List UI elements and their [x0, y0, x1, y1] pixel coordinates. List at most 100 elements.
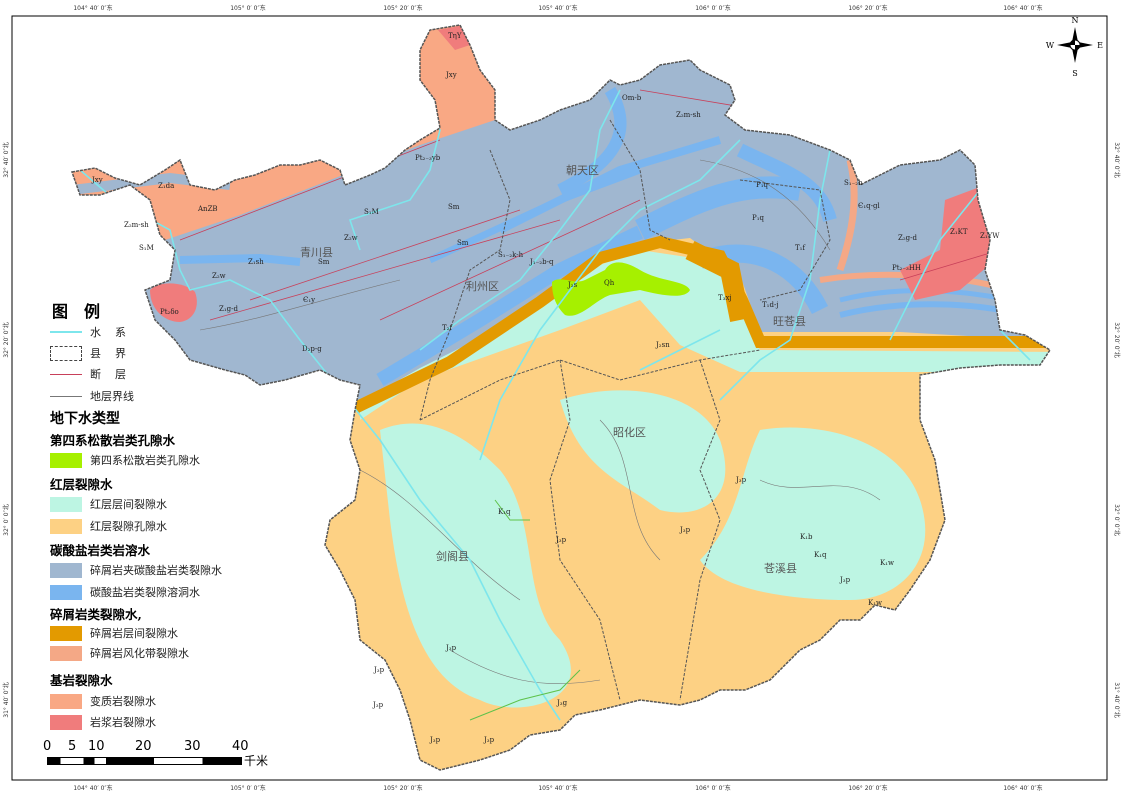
zone-quaternary: [552, 262, 690, 316]
county-label-lizhou: 利州区: [466, 280, 499, 293]
tick-label: 105° 0′ 0″东: [230, 784, 266, 792]
scale-tick: 30: [184, 739, 201, 754]
stratum-code: Sm: [318, 258, 330, 266]
tick-label: 32° 40′ 0″北: [1113, 142, 1121, 178]
swatch: [50, 625, 82, 641]
scale-tick: 10: [88, 739, 105, 754]
rivers: [79, 89, 1031, 721]
legend-county: 县界: [50, 344, 140, 362]
legend-label: 县界: [90, 347, 140, 360]
scale-tick: 0: [43, 739, 52, 754]
legend-group-heading: 基岩裂隙水: [50, 673, 113, 688]
river-line-icon: [50, 331, 82, 333]
stratum-code: D₂p-g: [302, 345, 322, 353]
county-label-qingchuan: 青川县: [300, 246, 333, 259]
fault-line-icon: [50, 373, 82, 375]
bottom-axis: 104° 40′ 0″东 105° 0′ 0″东 105° 20′ 0″东 10…: [73, 784, 1042, 792]
swatch: [50, 645, 82, 661]
stratum-code: Z₁sh: [248, 258, 264, 266]
tick-label: 32° 40′ 0″北: [2, 142, 10, 178]
stratum-code: T₃xj: [718, 294, 732, 302]
tick-label: 106° 20′ 0″东: [848, 784, 887, 792]
stratum-code: TηY: [448, 32, 462, 40]
stratum-code: K₁w: [868, 599, 882, 607]
tick-label: 105° 20′ 0″东: [383, 784, 422, 792]
stratum-code: J₃p: [483, 736, 495, 744]
stratum-code: J₃p: [555, 536, 567, 544]
left-axis: 32° 40′ 0″北 32° 20′ 0″北 32° 0′ 0″北 31° 4…: [2, 142, 10, 718]
legend-group-heading: 第四系松散岩类孔隙水: [50, 433, 176, 448]
scale-tick: 40: [232, 739, 249, 754]
legend-label: 碎屑岩风化带裂隙水: [90, 647, 189, 660]
legend-label: 变质岩裂隙水: [90, 695, 156, 708]
zone-red-interlayer: [380, 423, 571, 708]
tick-label: 31° 40′ 0″北: [2, 682, 10, 718]
stratum-code: Z₂m-sh: [124, 221, 149, 229]
stratum-line-icon: [50, 395, 82, 397]
scale-tick: 20: [135, 739, 152, 754]
legend-label: 碳酸盐岩类裂隙溶洞水: [90, 586, 200, 599]
swatch: [50, 714, 82, 730]
stratum-code: Pt₂₋₃yb: [415, 154, 441, 162]
stratum-code: Z₂g-d: [898, 234, 918, 242]
stratum-code: J₂s: [567, 281, 578, 289]
swatch: [50, 518, 82, 534]
stratum-code: J₃p: [373, 666, 385, 674]
county-label-cangxi: 苍溪县: [764, 562, 797, 575]
legend-river: 水系: [50, 323, 140, 341]
tick-label: 106° 40′ 0″东: [1003, 784, 1042, 792]
stratum-code: Jxy: [91, 176, 103, 184]
stratum-code: K₁w: [880, 559, 894, 567]
compass-w: W: [1046, 41, 1055, 50]
stratum-code: Sm: [457, 239, 469, 247]
legend-label: 地层界线: [90, 390, 134, 403]
county-label-zhaohua: 昭化区: [613, 425, 646, 439]
stratum-code: Z₂m-sh: [676, 111, 701, 119]
stratum-code: K₁q: [498, 508, 511, 516]
scale-unit: 千米: [244, 754, 269, 768]
compass-s: S: [1072, 69, 1077, 78]
legend-group-heading: 红层裂隙水: [50, 477, 113, 492]
stratum-code: S₁₋₂h: [844, 179, 863, 187]
zone-red-interlayer: [700, 427, 926, 600]
tick-label: 106° 20′ 0″东: [848, 4, 887, 12]
stratum-codes: TηY Jxy Jxy Z₁da AnZB Z₂m-sh S₁M Pt₂₋₃yb S₁M Z₂w S…: [91, 32, 1000, 744]
stratum-code: K₁q: [814, 551, 827, 559]
stratum-code: T₂f: [442, 324, 453, 332]
stratum-code: Z₁KT: [950, 228, 968, 236]
stratum-code: Pt₂δο: [160, 308, 179, 316]
stratum-code: Є₁q-gl: [858, 202, 880, 210]
tick-label: 32° 20′ 0″北: [1113, 322, 1121, 358]
stratum-code: T₁d-j: [762, 301, 779, 309]
stratum-code: S₁M: [139, 244, 154, 252]
stratum-code: Z₂w: [344, 234, 358, 242]
tick-label: 106° 40′ 0″东: [1003, 4, 1042, 12]
legend-label: 第四系松散岩类孔隙水: [90, 454, 200, 467]
stratum-code: J₃p: [445, 644, 457, 652]
legend-boundary: 地层界线: [50, 387, 134, 405]
legend-label: 红层裂隙孔隙水: [90, 520, 167, 533]
swatch: [50, 562, 82, 578]
tick-label: 104° 40′ 0″东: [73, 4, 112, 12]
legend-label: 水系: [90, 326, 140, 339]
tick-label: 105° 40′ 0″东: [538, 4, 577, 12]
swatch: [50, 496, 82, 512]
county-label-wangcang: 旺苍县: [773, 315, 806, 328]
tick-label: 105° 20′ 0″东: [383, 4, 422, 12]
stratum-code: J₃p: [679, 526, 691, 534]
legend-label: 岩浆岩裂隙水: [90, 716, 156, 729]
stratum-code: J₃p: [839, 576, 851, 584]
county-boundaries: [419, 119, 831, 701]
legend-label: 断层: [90, 368, 140, 381]
tick-label: 106° 0′ 0″东: [695, 784, 731, 792]
stratum-code: Z₁YW: [980, 232, 1000, 240]
stratum-code: P₁q: [752, 214, 765, 222]
stratum-code: S₁M: [364, 208, 379, 216]
zone-magmatic: [150, 283, 197, 322]
stratum-code: Z₂w: [212, 272, 226, 280]
tick-label: 32° 20′ 0″北: [2, 322, 10, 358]
stratum-code: Qh: [604, 279, 615, 287]
scale-tick: 5: [68, 739, 77, 754]
stratum-code: K₁b: [800, 533, 813, 541]
